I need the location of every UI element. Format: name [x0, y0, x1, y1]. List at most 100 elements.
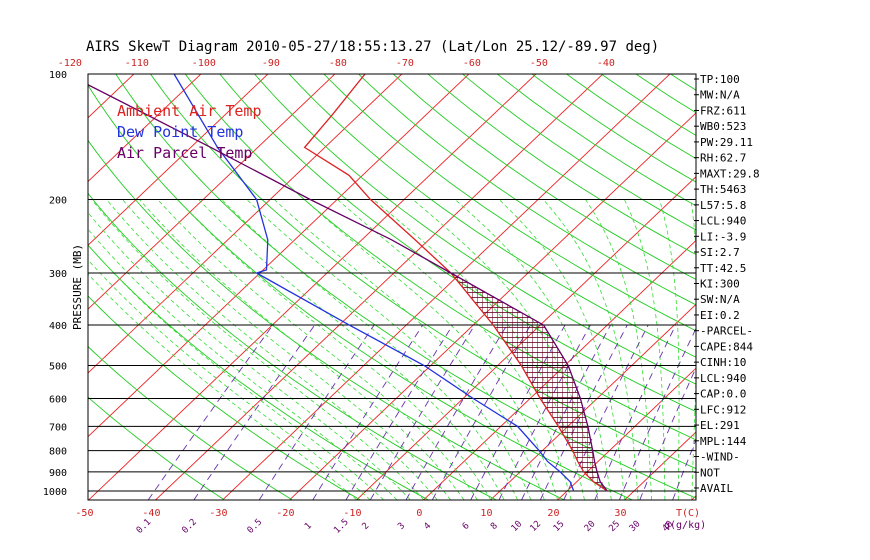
top-temp-ticks: -120 -110 -100 -90 -80 -70 -60 -50 -40 [58, 58, 615, 69]
dry-adiabat-line [253, 74, 696, 385]
mixing-ratio-label: 15 [552, 519, 567, 534]
index-label: -PARCEL- [700, 325, 753, 338]
moist-adiabat-line [659, 199, 680, 500]
temp-tick-bottom: -30 [209, 508, 227, 519]
isotherm-line [88, 74, 403, 374]
isotherm-line [0, 72, 69, 502]
moist-adiabat-line [88, 211, 411, 500]
moist-adiabat-line [337, 199, 572, 500]
isotherm-line [88, 74, 537, 500]
bottom-temp-ticks: -50 -40 -30 -20 -10 0 10 20 30 [75, 508, 626, 519]
temp-tick-bottom: -50 [75, 508, 93, 519]
isotherm-line [0, 72, 2, 502]
cape-area-layer [450, 273, 606, 490]
mixing-ratio-label: 20 [583, 519, 598, 534]
index-label: LCL:940 [700, 372, 746, 385]
moist-adiabat-line [198, 199, 505, 500]
series-line [303, 74, 608, 492]
mixing-ratio-label: 10 [510, 519, 525, 534]
mixing-ratio-label: 4 [422, 521, 433, 532]
dry-adiabat-line [88, 396, 226, 500]
mixing-ratio-label: 12 [528, 519, 543, 534]
index-label: KI:300 [700, 277, 740, 290]
mixing-ratio-label: 0.2 [180, 517, 199, 536]
series-line [173, 74, 575, 492]
moist-adiabat-line [542, 199, 639, 500]
isotherm-line [154, 74, 604, 500]
moist-adiabat-line [585, 199, 652, 500]
moist-adiabat-line [177, 199, 492, 500]
temp-tick-bottom: 10 [480, 508, 492, 519]
index-label: NOT [700, 466, 720, 479]
pressure-tick-label: 200 [49, 196, 67, 207]
index-label: FRZ:611 [700, 104, 746, 117]
dry-adiabat-line [88, 84, 634, 500]
index-label: -WIND- [700, 451, 740, 464]
mixing-ratio-line [563, 324, 649, 500]
temp-tick-bottom: 0 [416, 508, 422, 519]
moist-adiabat-line [221, 199, 518, 500]
temp-tick-bottom: -10 [343, 508, 361, 519]
isotherm-line [422, 239, 696, 500]
pressure-tick-label: 500 [49, 361, 67, 372]
dry-adiabat-line [288, 74, 696, 358]
mixing-ratio-label: 30 [628, 519, 643, 534]
pressure-tick-label: 100 [49, 70, 67, 81]
dry-adiabat-line [357, 74, 696, 306]
temp-tick-bottom: 20 [547, 508, 559, 519]
temp-tick-top: -90 [262, 58, 280, 69]
temp-tick-bottom: -40 [142, 508, 160, 519]
mixing-ratio-label: 1 [303, 521, 314, 532]
dry-adiabat-line [531, 74, 696, 183]
mixing-ratio-line [147, 324, 274, 500]
isotherm-line [757, 72, 870, 502]
moist-adiabat-line [88, 244, 384, 500]
mixing-ratio-line [405, 324, 508, 500]
index-label: CAPE:844 [700, 340, 753, 353]
index-label: AVAIL [700, 482, 733, 495]
mixing-ratio-label: 25 [607, 519, 622, 534]
moist-adiabat-line [690, 199, 696, 500]
mixing-ratio-line [312, 324, 424, 500]
temp-tick-top: -50 [530, 58, 548, 69]
moist-adiabat-line [106, 199, 438, 500]
pressure-tick-label: 600 [49, 394, 67, 405]
index-label: MPL:144 [700, 435, 747, 448]
pressure-tick-label: 800 [49, 447, 67, 458]
mixing-ratio-line [619, 327, 696, 500]
mixing-ratio-line [370, 324, 476, 500]
dry-adiabat-line [88, 139, 566, 500]
index-label: CAP:0.0 [700, 388, 746, 401]
mixing-ratio-label: 3 [396, 521, 407, 532]
pressure-tick-label: 700 [49, 422, 67, 433]
index-label: WB0:523 [700, 120, 746, 133]
mixing-ratio-line [521, 324, 611, 500]
dry-adiabat-line [184, 74, 696, 441]
isobar-layer [88, 199, 696, 492]
temp-tick-top: -60 [463, 58, 481, 69]
index-label: MAXT:29.8 [700, 167, 760, 180]
mixing-ratio-line [258, 324, 375, 500]
dry-adiabat-line [323, 74, 696, 332]
index-label: TP:100 [700, 73, 740, 86]
temp-tick-top: -110 [125, 58, 149, 69]
temp-tick-top: -40 [597, 58, 615, 69]
mixing-ratio-label: 0.5 [246, 517, 265, 536]
mixing-ratio-label: 8 [489, 521, 500, 532]
moist-adiabat-line [498, 199, 626, 500]
isotherm-line [288, 112, 696, 500]
temp-tick-top: -80 [329, 58, 347, 69]
pressure-ticks: 100 200 300 400 500 600 700 800 900 1000 [43, 70, 67, 498]
pressure-tick-label: 300 [49, 269, 67, 280]
index-label: SI:2.7 [700, 246, 740, 259]
moist-adiabat-line [412, 199, 599, 500]
moist-adiabat-line [139, 199, 465, 500]
legend-entry: Ambient Air Temp [117, 102, 262, 120]
isotherm-line [355, 176, 696, 500]
mixing-ratio-label: 2 [361, 521, 372, 532]
index-label: EL:291 [700, 419, 740, 432]
isotherm-line [824, 72, 870, 502]
mixing-ratio-line [594, 324, 677, 500]
isotherm-line [88, 74, 202, 183]
legend-entry: Dew Point Temp [117, 123, 243, 141]
